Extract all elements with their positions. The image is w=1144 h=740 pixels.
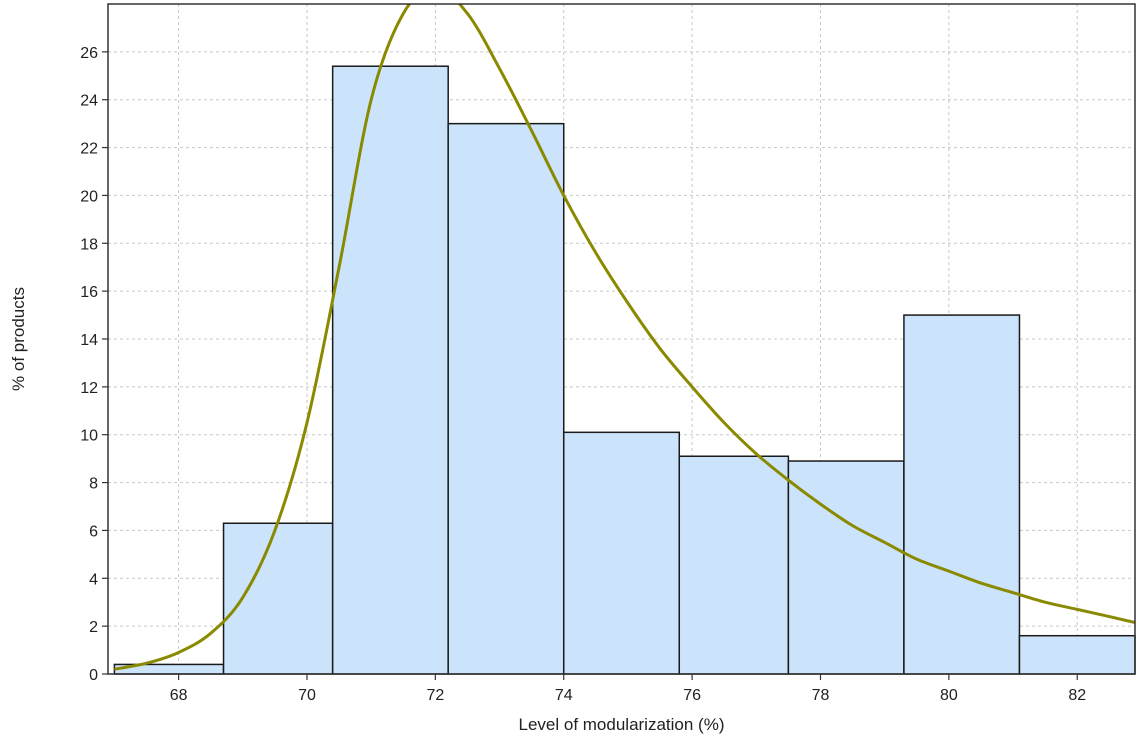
fitted-curve: [114, 4, 1135, 671]
fitted-curve-layer: [114, 4, 1135, 671]
x-tick-label: 80: [940, 687, 958, 704]
y-tick-label: 26: [80, 45, 98, 62]
y-tick-label: 4: [89, 571, 98, 588]
y-tick-label: 8: [89, 476, 98, 493]
histogram-bar: [678, 455, 790, 675]
y-tick-label: 12: [80, 380, 98, 397]
histogram-bars: [113, 65, 1136, 675]
x-tick-label: 72: [426, 687, 444, 704]
y-tick-label: 16: [80, 284, 98, 301]
histogram-bar: [222, 522, 334, 675]
x-tick-label: 82: [1068, 687, 1086, 704]
x-tick-label: 70: [298, 687, 316, 704]
histogram-bar: [903, 314, 1021, 675]
x-tick-label: 76: [683, 687, 701, 704]
histogram-bar: [1018, 634, 1136, 675]
x-tick-label: 78: [812, 687, 830, 704]
y-tick-label: 10: [80, 428, 98, 445]
x-axis-title: Level of modularization (%): [519, 715, 725, 734]
y-tick-label: 0: [89, 667, 98, 684]
y-axis-title: % of products: [9, 287, 28, 391]
histogram-bar: [447, 122, 565, 675]
histogram-bar: [331, 65, 449, 675]
x-tick-label: 74: [555, 687, 573, 704]
y-tick-label: 24: [80, 93, 98, 110]
y-tick-label: 14: [80, 332, 98, 349]
y-tick-label: 22: [80, 141, 98, 158]
y-tick-label: 20: [80, 188, 98, 205]
histogram-bar: [562, 431, 681, 675]
x-tick-label: 68: [170, 687, 188, 704]
y-tick-label: 18: [80, 236, 98, 253]
y-tick-label: 6: [89, 523, 98, 540]
y-tick-label: 2: [89, 619, 98, 636]
